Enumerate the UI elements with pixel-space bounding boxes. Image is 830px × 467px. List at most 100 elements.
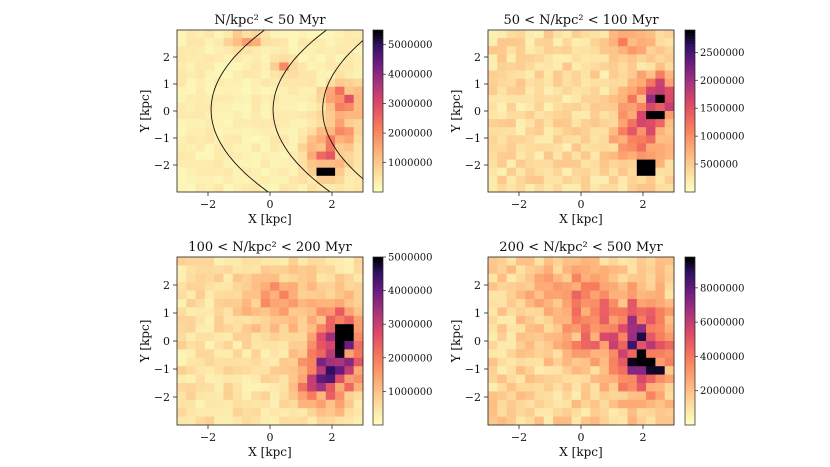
heatmap-cell [270, 167, 280, 177]
heatmap-cell [223, 349, 234, 359]
heatmap-cell [497, 383, 507, 392]
heatmap-cell [534, 62, 545, 71]
colorbar-segment [685, 313, 695, 317]
colorbar-frame [372, 29, 384, 193]
heatmap-cell [288, 416, 299, 426]
heatmap-cell [646, 383, 656, 392]
heatmap-cell [581, 167, 591, 177]
heatmap-cell [177, 175, 187, 185]
heatmap-cell [279, 374, 289, 384]
heatmap-cell [534, 357, 545, 367]
heatmap-cell [543, 383, 554, 392]
heatmap-cell [344, 175, 355, 185]
heatmap-cell [581, 94, 591, 104]
heatmap-cell [534, 135, 545, 144]
heatmap-cell [488, 86, 498, 96]
heatmap-cell [497, 265, 507, 275]
heatmap-cell [497, 102, 507, 112]
heatmap-cell [627, 183, 638, 193]
heatmap-cell [534, 324, 545, 333]
heatmap-cell [214, 408, 224, 417]
heatmap-cell [515, 119, 526, 128]
heatmap-cell [543, 307, 554, 317]
heatmap-cell [608, 299, 619, 308]
heatmap-cell [260, 324, 271, 333]
heatmap-cell [307, 399, 317, 409]
heatmap-cell [590, 315, 600, 325]
heatmap-cell [279, 62, 289, 71]
heatmap-cell [353, 135, 364, 144]
colorbar-segment [373, 148, 383, 152]
heatmap-cell [590, 324, 600, 333]
heatmap-cell [618, 30, 628, 39]
heatmap-cell [571, 366, 582, 375]
colorbar-segment [373, 380, 383, 384]
heatmap-cell [307, 127, 317, 136]
heatmap-cell [636, 349, 647, 359]
heatmap-cell [636, 62, 647, 71]
heatmap-cell [195, 111, 206, 120]
heatmap-cell [270, 324, 280, 333]
heatmap-cell [608, 167, 619, 177]
heatmap-cell [279, 257, 289, 266]
heatmap-cell [251, 30, 262, 39]
heatmap-cell [223, 374, 234, 384]
heatmap-cell [316, 127, 327, 136]
heatmap-cell [525, 62, 535, 71]
heatmap-cell [232, 175, 243, 185]
heatmap-cell [344, 127, 355, 136]
colorbar-segment [373, 119, 383, 123]
heatmap-cell [214, 175, 224, 185]
colorbar-segment [373, 38, 383, 42]
colorbar-segment [373, 156, 383, 161]
heatmap-cell [608, 332, 619, 342]
heatmap-cell [506, 273, 517, 283]
heatmap-cell [251, 159, 262, 169]
heatmap-cell [325, 391, 336, 401]
colorbar-segment [685, 81, 695, 85]
heatmap-cell [260, 273, 271, 283]
heatmap-cell [553, 391, 563, 401]
heatmap-cell [655, 111, 666, 120]
heatmap-cell [562, 94, 573, 104]
heatmap-cell [608, 94, 619, 104]
colorbar-segment [685, 327, 695, 331]
heatmap-cell [344, 167, 355, 177]
y-tick-label: −1 [154, 363, 170, 376]
heatmap-cell [590, 78, 600, 88]
heatmap-cell [627, 159, 638, 169]
heatmap-cell [618, 167, 628, 177]
colorbar-segment [685, 138, 695, 142]
heatmap-cell [590, 94, 600, 104]
heatmap-cell [270, 341, 280, 350]
heatmap-cell [646, 46, 656, 55]
heatmap-cell [562, 167, 573, 177]
heatmap-cell [506, 315, 517, 325]
heatmap-cell [325, 282, 336, 291]
heatmap-cell [646, 273, 656, 283]
heatmap-cell [515, 159, 526, 169]
heatmap-cell [543, 151, 554, 160]
heatmap-cell [214, 341, 224, 350]
heatmap-cell [214, 383, 224, 392]
heatmap-cell [655, 54, 666, 63]
heatmap-cell [260, 151, 271, 160]
heatmap-cell [534, 307, 545, 317]
heatmap-cell [506, 391, 517, 401]
heatmap-cell [515, 307, 526, 317]
heatmap-cell [562, 307, 573, 317]
heatmap-cell [204, 366, 215, 375]
colorbar-segment [373, 377, 383, 381]
heatmap-cell [562, 282, 573, 291]
heatmap-cell [608, 341, 619, 350]
heatmap-cell [571, 315, 582, 325]
heatmap-cell [608, 175, 619, 185]
colorbar-segment [373, 162, 383, 166]
colorbar-segment [373, 84, 383, 88]
heatmap-cell [270, 257, 280, 266]
heatmap-cell [307, 383, 317, 392]
colorbar-segment [373, 54, 383, 58]
heatmap-cell [636, 416, 647, 426]
heatmap-cell [553, 183, 563, 193]
colorbar-frame [372, 256, 384, 426]
